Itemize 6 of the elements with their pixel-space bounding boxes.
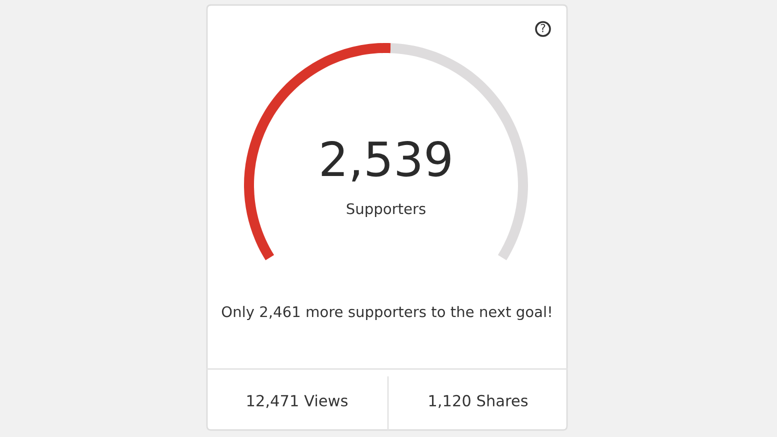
text: 1,120 Shares	[429, 394, 528, 408]
text: 12,471 Views	[247, 394, 348, 408]
text: ?	[540, 24, 546, 32]
data-label: 2,539	[322, 140, 450, 182]
text: Only 2,461 more supporters to the next goal!	[222, 306, 551, 320]
text: Supporters	[346, 203, 426, 218]
